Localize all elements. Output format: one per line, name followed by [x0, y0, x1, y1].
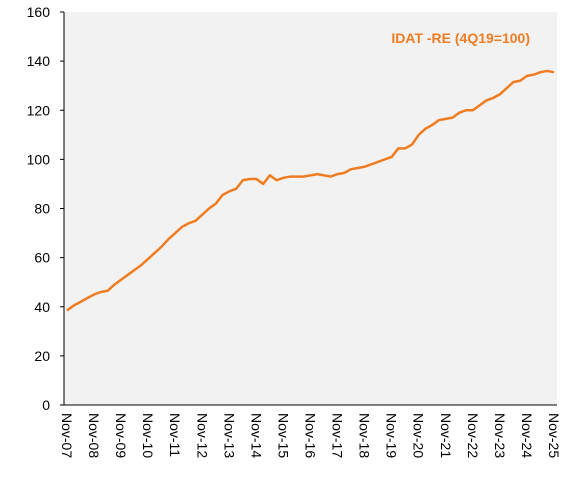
x-tick-label: Nov-15 [275, 413, 291, 458]
y-tick-label: 60 [34, 250, 50, 266]
x-tick-label: Nov-24 [519, 413, 535, 458]
y-tick-label: 40 [34, 299, 50, 315]
y-tick-label: 0 [42, 397, 50, 413]
x-tick-label: Nov-11 [167, 413, 183, 457]
x-tick-label: Nov-10 [140, 413, 156, 458]
x-tick-label: Nov-08 [86, 413, 102, 458]
x-tick-label: Nov-20 [411, 413, 427, 458]
x-tick-label: Nov-18 [357, 413, 373, 458]
x-tick-label: Nov-25 [546, 413, 562, 458]
x-tick-label: Nov-13 [221, 413, 237, 458]
x-tick-label: Nov-22 [465, 413, 481, 458]
series-line [66, 69, 555, 312]
y-tick-label: 20 [34, 348, 50, 364]
x-tick-label: Nov-09 [113, 413, 129, 458]
x-tick-label: Nov-16 [303, 413, 319, 458]
x-tick-label: Nov-07 [59, 413, 75, 458]
y-tick-label: 160 [27, 4, 51, 20]
x-tick-label: Nov-14 [248, 413, 264, 458]
y-tick-label: 140 [27, 53, 51, 69]
x-tick-label: Nov-12 [194, 413, 210, 458]
x-tick-label: Nov-23 [492, 413, 508, 458]
plot-area [64, 12, 557, 405]
x-tick-label: Nov-19 [384, 413, 400, 458]
x-tick-label: Nov-21 [438, 413, 454, 458]
x-tick-label: Nov-17 [330, 413, 346, 458]
legend-label: IDAT -RE (4Q19=100) [391, 30, 530, 46]
y-tick-label: 120 [27, 102, 51, 118]
y-tick-label: 80 [34, 201, 50, 217]
y-tick-label: 100 [27, 151, 51, 167]
